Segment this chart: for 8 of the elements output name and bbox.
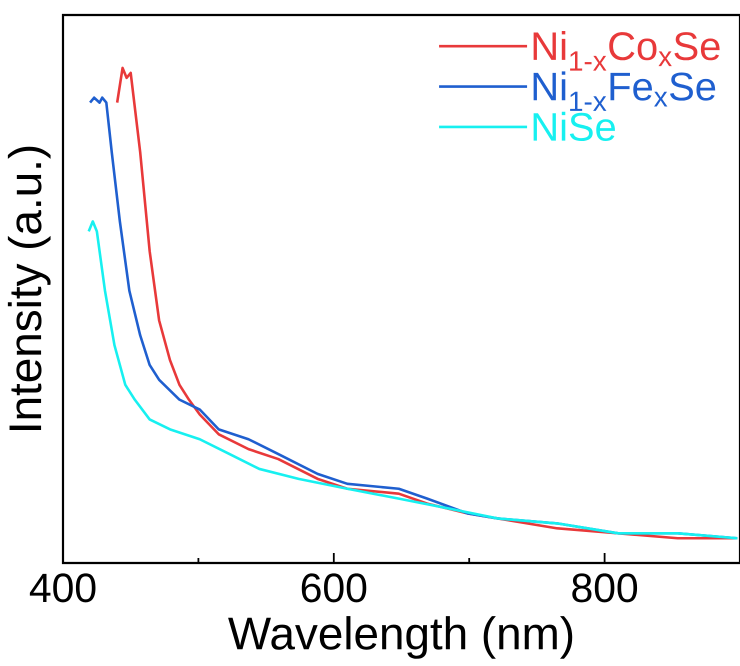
y-axis-title: Intensity (a.u.) <box>8 146 51 430</box>
x-tick-label: 400 <box>30 573 96 602</box>
x-tick-label: 600 <box>302 573 366 602</box>
legend-label: Ni$_{1-x}$Fe$_{x}$Se <box>534 71 716 111</box>
x-tick-label: 800 <box>572 573 638 602</box>
legend-label: NiSe <box>534 112 615 142</box>
legend-label: Ni$_{1-x}$Co$_{x}$Se <box>534 31 720 71</box>
x-axis-title: Wavelength (nm) <box>228 616 572 659</box>
